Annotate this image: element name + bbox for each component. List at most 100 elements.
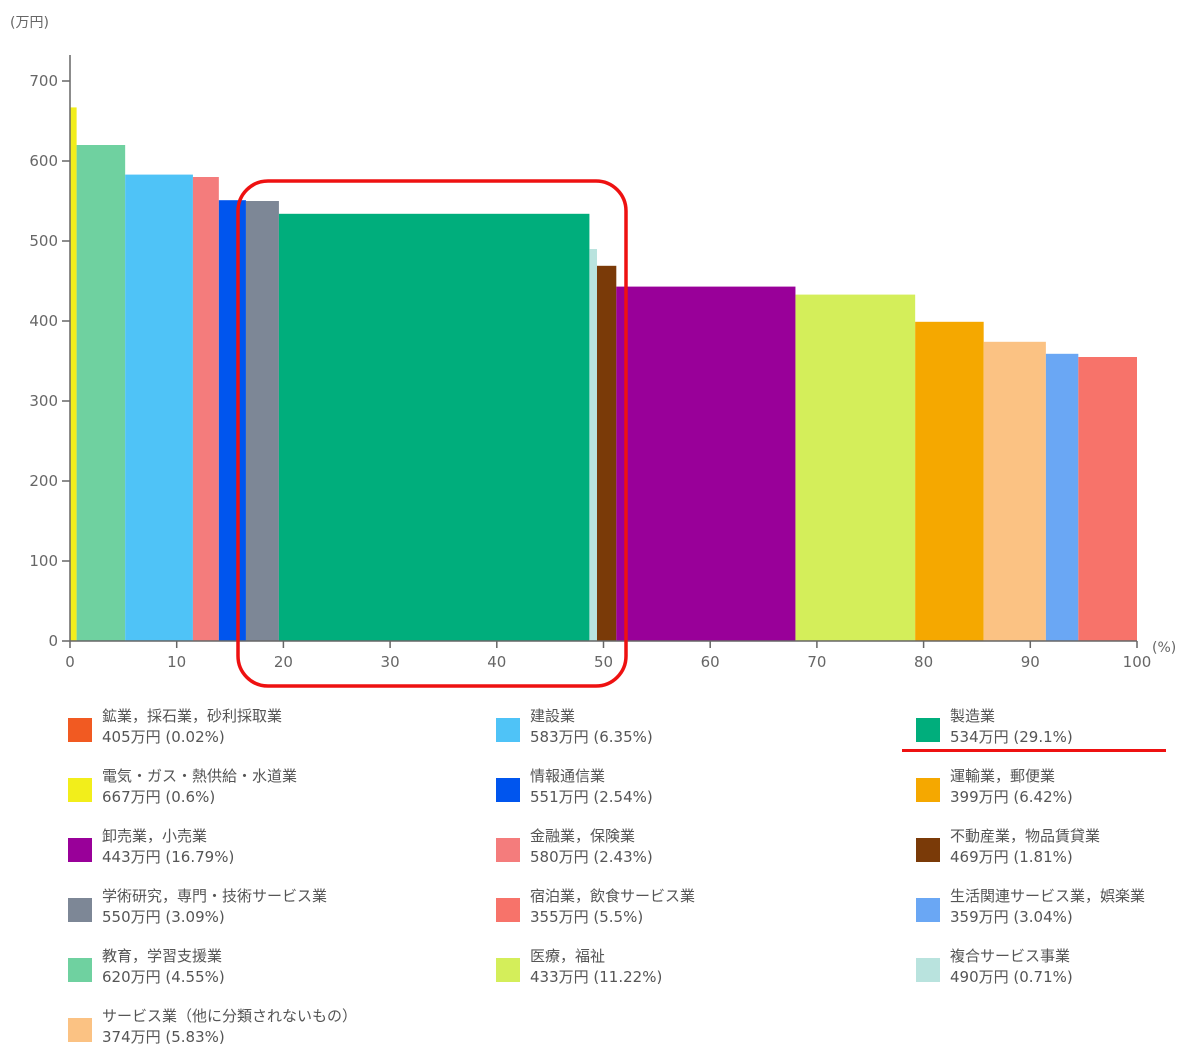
legend-swatch <box>68 838 92 862</box>
legend-item-14: 生活関連サービス業，娯楽業 359万円 (3.04%) <box>916 886 1145 928</box>
x-tick-label-70: 70 <box>807 653 826 671</box>
x-tick-label-40: 40 <box>487 653 506 671</box>
legend-item-5: 情報通信業 551万円 (2.54%) <box>496 766 653 808</box>
legend-label: 情報通信業 <box>530 767 606 785</box>
legend-value: 490万円 (0.71%) <box>950 968 1073 986</box>
legend-label: 金融業，保険業 <box>530 827 636 845</box>
x-tick-label-60: 60 <box>701 653 720 671</box>
legend-item-10: 卸売業，小売業 443万円 (16.79%) <box>68 826 234 868</box>
legend-swatch <box>496 898 520 922</box>
legend-item-1: 電気・ガス・熱供給・水道業 667万円 (0.6%) <box>68 766 297 808</box>
bars-group <box>70 107 1137 642</box>
legend-value: 355万円 (5.5%) <box>530 908 644 926</box>
legend-swatch <box>68 1018 92 1042</box>
legend-swatch <box>496 778 520 802</box>
legend-label: 電気・ガス・熱供給・水道業 <box>102 767 298 785</box>
legend-swatch <box>916 778 940 802</box>
legend-value: 580万円 (2.43%) <box>530 848 653 866</box>
bar-14 <box>1045 353 1079 641</box>
legend-item-0: 鉱業，採石業，砂利採取業 405万円 (0.02%) <box>68 706 282 748</box>
legend-swatch <box>496 718 520 742</box>
x-tick-label-90: 90 <box>1021 653 1040 671</box>
legend-item-12: 運輸業，郵便業 399万円 (6.42%) <box>916 766 1073 808</box>
bar-10 <box>616 286 796 641</box>
legend-swatch <box>916 898 940 922</box>
highlight-underline <box>902 749 1166 752</box>
legend-value: 443万円 (16.79%) <box>102 848 235 866</box>
legend-item-15: 宿泊業，飲食サービス業 355万円 (5.5%) <box>496 886 695 928</box>
x-tick-label-100: 100 <box>1123 653 1152 671</box>
legend-label: 学術研究，専門・技術サービス業 <box>102 887 328 905</box>
bar-7 <box>278 213 590 642</box>
legend-swatch <box>68 718 92 742</box>
legend-label: 鉱業，採石業，砂利採取業 <box>102 707 283 725</box>
y-tick-label-100: 100 <box>29 552 58 570</box>
legend-value: 551万円 (2.54%) <box>530 788 653 806</box>
x-tick-label-0: 0 <box>65 653 75 671</box>
legend-item-11: 医療，福祉 433万円 (11.22%) <box>496 946 662 988</box>
legend-swatch <box>496 958 520 982</box>
y-tick-label-400: 400 <box>29 312 58 330</box>
legend-label: 宿泊業，飲食サービス業 <box>530 887 696 905</box>
legend-value: 374万円 (5.83%) <box>102 1028 225 1046</box>
bar-6 <box>245 201 279 641</box>
x-unit-label: (%) <box>1152 640 1176 656</box>
legend-label: 生活関連サービス業，娯楽業 <box>950 887 1146 905</box>
x-tick-label-10: 10 <box>167 653 186 671</box>
bar-3 <box>125 174 193 641</box>
legend-item-13: サービス業（他に分類されないもの） 374万円 (5.83%) <box>68 1006 357 1048</box>
y-unit-label: (万円) <box>10 15 49 31</box>
legend-value: 399万円 (6.42%) <box>950 788 1073 806</box>
x-tick-label-50: 50 <box>594 653 613 671</box>
bar-12 <box>915 321 984 641</box>
legend-item-7: 製造業 534万円 (29.1%) <box>916 706 1073 748</box>
bar-4 <box>192 177 219 641</box>
legend-label: 教育，学習支援業 <box>102 947 223 965</box>
legend-value: 620万円 (4.55%) <box>102 968 225 986</box>
bar-2 <box>76 145 126 641</box>
legend-item-8: 複合サービス事業 490万円 (0.71%) <box>916 946 1073 988</box>
highlight-group <box>236 179 628 688</box>
legend-label: 製造業 <box>950 707 996 725</box>
legend-value: 469万円 (1.81%) <box>950 848 1073 866</box>
x-tick-label-80: 80 <box>914 653 933 671</box>
bar-8 <box>589 249 597 641</box>
legend-label: 不動産業，物品賃貸業 <box>950 827 1101 845</box>
legend-label: 卸売業，小売業 <box>102 827 208 845</box>
chart-svg: (万円) (%) 0 100 200 300 400 500 600 700 0 10 20 30 40… <box>10 15 1176 688</box>
legend-value: 583万円 (6.35%) <box>530 728 653 746</box>
y-tick-label-600: 600 <box>29 152 58 170</box>
bar-13 <box>983 341 1046 641</box>
legend-item-3: 建設業 583万円 (6.35%) <box>496 706 653 748</box>
legend-item-6: 学術研究，専門・技術サービス業 550万円 (3.09%) <box>68 886 327 928</box>
legend-swatch <box>916 838 940 862</box>
y-tick-label-300: 300 <box>29 392 58 410</box>
y-tick-label-0: 0 <box>48 632 58 650</box>
legend-value: 667万円 (0.6%) <box>102 788 216 806</box>
x-tick-label-20: 20 <box>274 653 293 671</box>
legend-value: 534万円 (29.1%) <box>950 728 1073 746</box>
legend: 鉱業，採石業，砂利採取業 405万円 (0.02%) 建設業 583万円 (6.35%… <box>68 706 1196 1048</box>
bar-1 <box>70 107 77 641</box>
bar-15 <box>1078 357 1137 641</box>
legend-value: 405万円 (0.02%) <box>102 728 225 746</box>
y-tick-label-700: 700 <box>29 72 58 90</box>
legend-swatch <box>916 958 940 982</box>
legend-item-2: 教育，学習支援業 620万円 (4.55%) <box>68 946 225 988</box>
legend-swatch <box>68 778 92 802</box>
bar-11 <box>795 294 916 641</box>
legend-value: 433万円 (11.22%) <box>530 968 663 986</box>
legend-label: サービス業（他に分類されないもの） <box>102 1007 358 1025</box>
legend-label: 建設業 <box>530 707 576 725</box>
y-tick-label-500: 500 <box>29 232 58 250</box>
legend-value: 550万円 (3.09%) <box>102 908 225 926</box>
legend-label: 医療，福祉 <box>530 947 606 965</box>
legend-swatch <box>68 958 92 982</box>
legend-label: 運輸業，郵便業 <box>950 767 1056 785</box>
bar-5 <box>218 200 246 641</box>
bar-9 <box>596 265 617 641</box>
legend-swatch <box>68 898 92 922</box>
legend-label: 複合サービス事業 <box>950 947 1071 965</box>
legend-swatch <box>496 838 520 862</box>
highlight-box <box>236 179 628 688</box>
